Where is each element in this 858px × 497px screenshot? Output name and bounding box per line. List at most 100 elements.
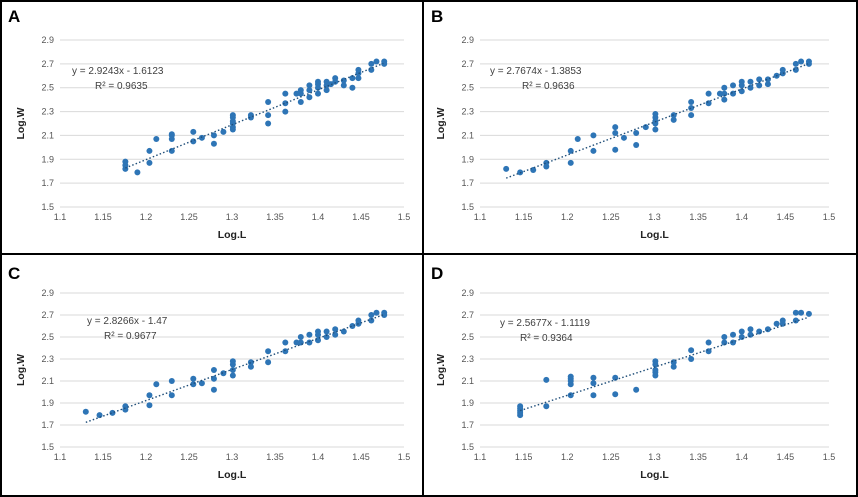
data-point [670, 363, 677, 370]
data-point [567, 373, 574, 380]
y-tick-label: 2.5 [461, 332, 474, 342]
data-point [779, 317, 786, 324]
trend-equation: y = 2.9243x - 1.6123 [72, 66, 164, 77]
x-tick-label: 1.45 [777, 452, 795, 462]
y-tick-label: 2.5 [461, 83, 474, 93]
y-tick-label: 1.5 [461, 442, 474, 452]
data-point [543, 376, 550, 383]
data-point [705, 90, 712, 97]
trend-equation: y = 2.8266x - 1.47 [87, 316, 168, 327]
data-point [792, 60, 799, 67]
data-point [198, 134, 205, 141]
data-point [779, 66, 786, 73]
data-point [168, 378, 175, 384]
data-point [323, 87, 330, 94]
x-tick-label: 1.1 [54, 212, 67, 222]
data-point [96, 412, 103, 419]
data-point [721, 339, 728, 346]
data-point [340, 82, 347, 89]
data-point [210, 132, 217, 139]
data-point [574, 136, 581, 143]
x-tick-label: 1.2 [561, 212, 574, 222]
data-point [798, 58, 805, 65]
x-tick-label: 1.35 [689, 212, 707, 222]
y-tick-label: 2.7 [41, 310, 54, 320]
data-point [633, 141, 640, 148]
data-point [738, 88, 745, 95]
data-point [168, 392, 175, 399]
data-point [306, 339, 313, 346]
y-tick-label: 2.1 [461, 376, 474, 386]
data-point [282, 108, 289, 115]
y-tick-label: 2.3 [41, 354, 54, 364]
data-point [146, 402, 153, 409]
data-point [355, 66, 362, 73]
data-point [297, 334, 304, 340]
x-axis-title: Log.L [640, 229, 669, 241]
data-point [612, 146, 619, 153]
data-point [323, 328, 330, 335]
data-point [652, 110, 659, 117]
data-point [567, 392, 574, 399]
y-tick-label: 1.5 [461, 202, 474, 212]
data-point [738, 78, 745, 85]
data-point [306, 82, 313, 89]
x-tick-label: 1.1 [54, 452, 67, 462]
data-point [153, 136, 160, 143]
x-tick-label: 1.45 [352, 452, 370, 462]
data-point [355, 75, 362, 82]
data-point [282, 348, 289, 355]
data-point [730, 331, 737, 338]
y-tick-label: 2.3 [461, 107, 474, 117]
data-point [543, 403, 550, 410]
x-tick-label: 1.35 [266, 452, 284, 462]
x-tick-label: 1.15 [515, 452, 533, 462]
data-point [373, 309, 380, 316]
data-point [612, 124, 619, 131]
data-point [229, 372, 236, 379]
data-point [349, 75, 356, 82]
data-point [670, 116, 677, 123]
y-axis-title: Log.W [15, 107, 27, 139]
data-point [756, 76, 763, 83]
x-tick-label: 1.25 [602, 212, 620, 222]
y-tick-label: 1.7 [41, 420, 54, 430]
data-point [652, 367, 659, 373]
y-tick-label: 1.7 [461, 178, 474, 188]
data-point [315, 90, 321, 97]
y-tick-label: 2.3 [41, 107, 54, 117]
y-tick-label: 2.3 [461, 354, 474, 364]
x-tick-label: 1.45 [352, 212, 370, 222]
data-point [652, 126, 659, 133]
data-point [590, 147, 597, 154]
x-tick-label: 1.15 [94, 452, 112, 462]
panel-b: B 1.5 1.7 1.9 2.1 2.3 2.5 2.7 2.9 1.1 1.15 1.2 1.25 1… [422, 0, 858, 255]
data-point [210, 367, 217, 373]
data-point [721, 90, 728, 97]
data-point [220, 128, 227, 135]
data-point [773, 320, 780, 327]
panel-letter: D [431, 264, 443, 283]
data-point [146, 147, 153, 154]
data-point [247, 359, 254, 366]
data-point [716, 90, 723, 97]
x-tick-label: 1.2 [140, 452, 153, 462]
y-axis-title: Log.W [15, 354, 27, 386]
data-point [340, 328, 347, 335]
data-point [764, 81, 771, 88]
data-point [805, 58, 812, 65]
data-point [756, 82, 763, 89]
data-point [590, 374, 597, 381]
data-point [633, 386, 640, 393]
x-tick-label: 1.1 [474, 212, 487, 222]
data-point [705, 339, 712, 346]
data-point [688, 104, 695, 111]
trend-equation: y = 2.7674x - 1.3853 [490, 66, 582, 77]
data-point [688, 347, 695, 354]
data-point [210, 140, 217, 147]
data-point [198, 380, 205, 387]
x-tick-label: 1.25 [180, 452, 198, 462]
x-tick-label: 1.45 [777, 212, 795, 222]
panel-letter: B [431, 7, 443, 26]
data-point [368, 312, 375, 318]
